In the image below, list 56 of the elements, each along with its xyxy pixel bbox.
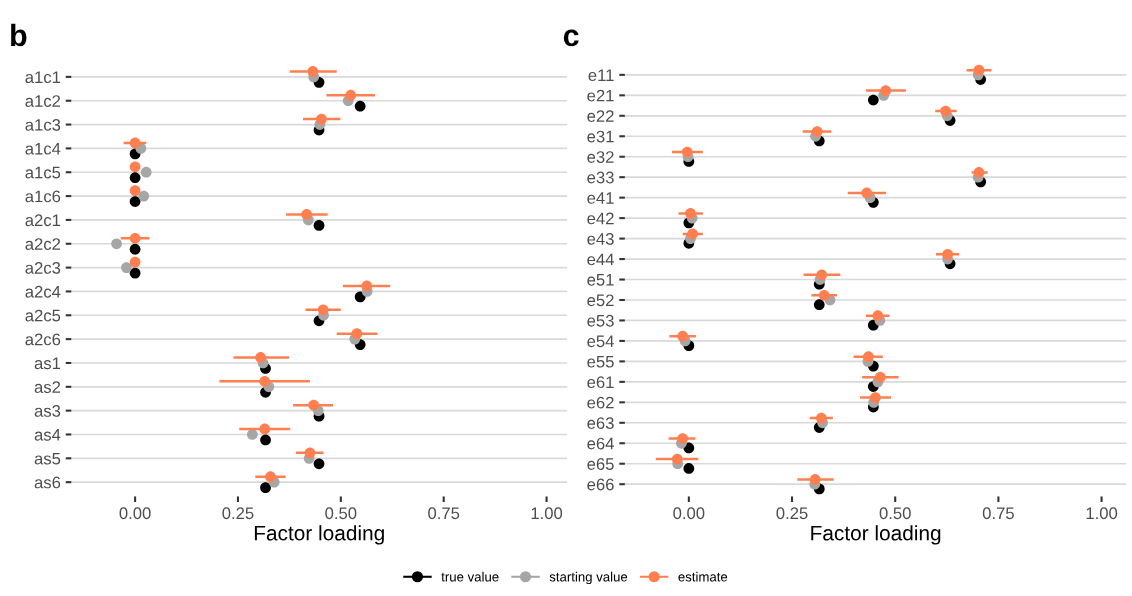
y-tick-label: as5 xyxy=(34,452,61,465)
y-tick-label: e44 xyxy=(587,253,614,266)
y-tick-label: e52 xyxy=(587,294,614,307)
y-tick-label: e42 xyxy=(587,212,614,225)
y-tick-label: e55 xyxy=(587,355,614,368)
y-tick-label: a2c6 xyxy=(25,333,61,346)
x-tick-label: 1.00 xyxy=(531,507,563,520)
y-tick-label: a2c3 xyxy=(25,262,61,274)
x-tick-label: 0.75 xyxy=(428,507,460,520)
x-axis-title: Factor loading xyxy=(811,525,941,545)
y-tick-label: as2 xyxy=(34,381,61,394)
y-tick-label: e21 xyxy=(587,89,614,102)
x-axis-title: Factor loading xyxy=(254,525,384,545)
y-tick-label: a2c1 xyxy=(25,214,61,227)
chart-title: b xyxy=(11,23,27,47)
y-tick-label: e62 xyxy=(587,396,614,409)
y-tick-label: e33 xyxy=(587,171,614,184)
y-tick-label: a1c4 xyxy=(25,142,61,155)
y-tick-label: e66 xyxy=(587,478,614,491)
y-tick-label: e31 xyxy=(587,130,614,143)
y-tick-label: a1c2 xyxy=(25,95,61,107)
x-tick-label: 0.50 xyxy=(325,507,357,520)
x-tick-label: 0.25 xyxy=(776,507,808,520)
y-tick-label: as6 xyxy=(34,476,61,489)
x-tick-label: 0.50 xyxy=(879,507,911,520)
y-tick-label: as4 xyxy=(34,429,61,441)
y-tick-label: a2c4 xyxy=(25,285,61,298)
y-tick-label: e63 xyxy=(587,417,614,429)
x-tick-label: 0.25 xyxy=(222,507,254,520)
x-tick-label: 1.00 xyxy=(1086,507,1118,520)
y-tick-label: e65 xyxy=(587,458,614,470)
x-tick-label: 0.75 xyxy=(982,507,1014,520)
y-tick-label: as3 xyxy=(34,405,61,417)
y-tick-label: a1c1 xyxy=(25,71,61,84)
y-tick-label: e51 xyxy=(587,274,614,286)
chart-title: c xyxy=(563,29,579,47)
y-tick-label: e32 xyxy=(587,151,614,163)
y-tick-label: a1c6 xyxy=(25,190,61,203)
y-tick-label: a2c2 xyxy=(25,238,61,250)
y-tick-label: e11 xyxy=(588,69,614,82)
y-tick-label: e53 xyxy=(587,314,614,327)
y-tick-label: e64 xyxy=(587,437,614,450)
y-tick-label: a1c3 xyxy=(25,118,61,131)
x-tick-label: 0.00 xyxy=(673,507,705,520)
y-tick-label: e61 xyxy=(587,376,614,389)
legend-label: starting value xyxy=(549,571,628,585)
y-tick-label: as1 xyxy=(34,357,61,370)
y-tick-label: e22 xyxy=(587,110,614,122)
y-tick-label: e41 xyxy=(587,192,614,204)
y-tick-label: e54 xyxy=(587,335,614,348)
x-tick-label: 0.00 xyxy=(119,507,151,520)
y-tick-label: a1c5 xyxy=(25,166,61,179)
legend-label: true value xyxy=(441,571,499,582)
y-tick-label: e43 xyxy=(587,232,614,245)
y-tick-label: a2c5 xyxy=(25,309,61,322)
legend-label: estimate xyxy=(678,571,728,582)
